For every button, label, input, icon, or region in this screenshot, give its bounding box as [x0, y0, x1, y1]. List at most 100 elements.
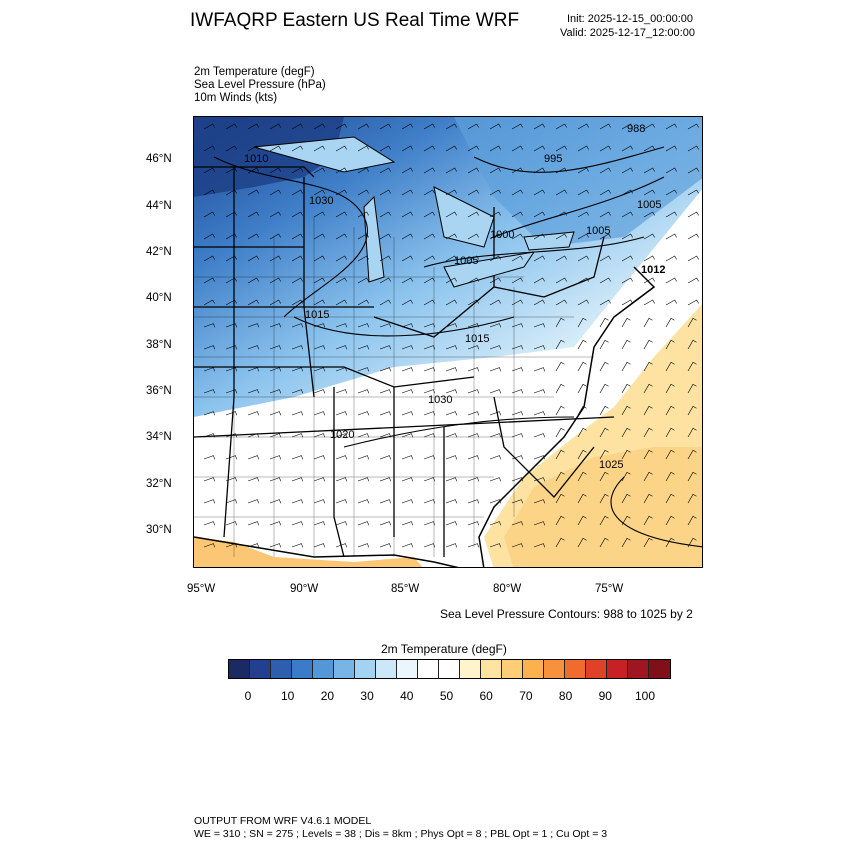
wind-barb	[467, 433, 480, 438]
wind-barb	[621, 123, 633, 130]
wind-barb	[423, 543, 436, 548]
wind-barb	[467, 521, 480, 526]
wind-barb	[665, 405, 675, 416]
wind-barb	[555, 537, 565, 548]
wind-barb	[643, 277, 655, 284]
wind-barb	[379, 411, 392, 416]
wind-barb	[555, 339, 565, 350]
colorbar-swatch	[544, 660, 565, 678]
wind-barb	[291, 521, 304, 526]
wind-barb	[401, 477, 414, 482]
wind-barb	[335, 477, 348, 482]
wind-barb	[225, 189, 237, 196]
colorbar-swatch	[649, 660, 670, 678]
wind-barb	[247, 411, 260, 416]
wind-barb	[423, 211, 435, 218]
wind-barb	[445, 167, 457, 174]
wind-barb	[599, 471, 609, 482]
wind-barb	[269, 411, 282, 416]
wind-barb	[489, 189, 501, 196]
wind-barb	[577, 299, 589, 306]
wind-barb	[269, 189, 281, 196]
wind-barb	[687, 233, 699, 240]
wind-barb	[665, 471, 675, 482]
colorbar-swatch	[271, 660, 292, 678]
wind-barb	[687, 383, 697, 394]
wind-barb	[291, 345, 304, 350]
wind-barb	[313, 189, 325, 196]
wind-barb	[291, 189, 303, 196]
wind-barb	[577, 537, 587, 548]
wind-barb	[291, 167, 303, 174]
wind-barb	[643, 383, 653, 394]
wind-barb	[599, 123, 611, 130]
wind-barb	[621, 471, 631, 482]
weather-map: 1010 1030 995 988 1000 1005 1005 1005 10…	[193, 116, 703, 568]
valid-time: Valid: 2025-12-17_12:00:00	[560, 27, 695, 39]
wind-barb	[401, 123, 413, 130]
wind-barb	[247, 323, 260, 328]
wind-barb	[357, 277, 369, 284]
wind-barb	[357, 499, 370, 504]
wind-barb	[621, 515, 631, 526]
wind-barb	[401, 433, 414, 438]
wind-barb	[225, 299, 237, 306]
wind-barb	[423, 521, 436, 526]
wind-barb	[599, 383, 609, 394]
wind-barb	[247, 389, 260, 394]
wind-barb	[291, 255, 303, 262]
wind-barb	[291, 299, 303, 306]
wind-barb	[555, 123, 567, 130]
init-time: Init: 2025-12-15_00:00:00	[567, 13, 693, 25]
wind-barb	[445, 389, 458, 394]
wind-barb	[511, 255, 523, 262]
wind-barb	[599, 299, 611, 306]
lat-label-36: 36°N	[146, 385, 172, 397]
wind-barb	[247, 499, 260, 504]
wind-barb	[225, 211, 237, 218]
wind-barb	[467, 277, 479, 284]
wind-barb	[269, 167, 281, 174]
wind-barb	[423, 255, 435, 262]
colorbar-tick-label: 100	[634, 689, 656, 703]
lon-label-90: 90°W	[290, 583, 319, 595]
wind-barb	[643, 145, 655, 152]
wind-barb	[423, 367, 436, 372]
wind-barb	[357, 299, 369, 306]
wind-barb	[533, 189, 545, 196]
wind-barb	[665, 383, 675, 394]
wind-barb	[511, 389, 524, 394]
wind-barb	[533, 233, 545, 240]
wind-barb	[379, 433, 392, 438]
wind-barb	[313, 389, 326, 394]
wind-barb	[555, 405, 565, 416]
wind-barb	[599, 515, 609, 526]
wind-barb	[643, 427, 653, 438]
pressure-label: 1005	[586, 225, 611, 237]
wind-barb	[423, 167, 435, 174]
wind-barb	[621, 493, 631, 504]
wind-barb	[379, 189, 391, 196]
wind-barb	[489, 277, 501, 284]
wind-barb	[203, 255, 215, 262]
wind-barb	[599, 167, 611, 174]
wind-barb	[357, 455, 370, 460]
wind-barb	[577, 255, 589, 262]
wind-barb	[511, 345, 524, 350]
wind-barb	[489, 211, 501, 218]
wind-barb	[269, 477, 282, 482]
colorbar-swatch	[607, 660, 628, 678]
wind-barb	[291, 499, 304, 504]
wind-barb	[533, 255, 545, 262]
wind-barb	[489, 389, 502, 394]
wind-barb	[511, 167, 523, 174]
wind-barb	[357, 211, 369, 218]
wind-barb	[665, 277, 677, 284]
wind-barb	[445, 145, 457, 152]
wind-barb	[599, 233, 611, 240]
wind-barb	[555, 211, 567, 218]
wind-barb	[577, 361, 587, 372]
wind-barb	[379, 123, 391, 130]
wind-barb	[335, 189, 347, 196]
wind-barb	[357, 477, 370, 482]
